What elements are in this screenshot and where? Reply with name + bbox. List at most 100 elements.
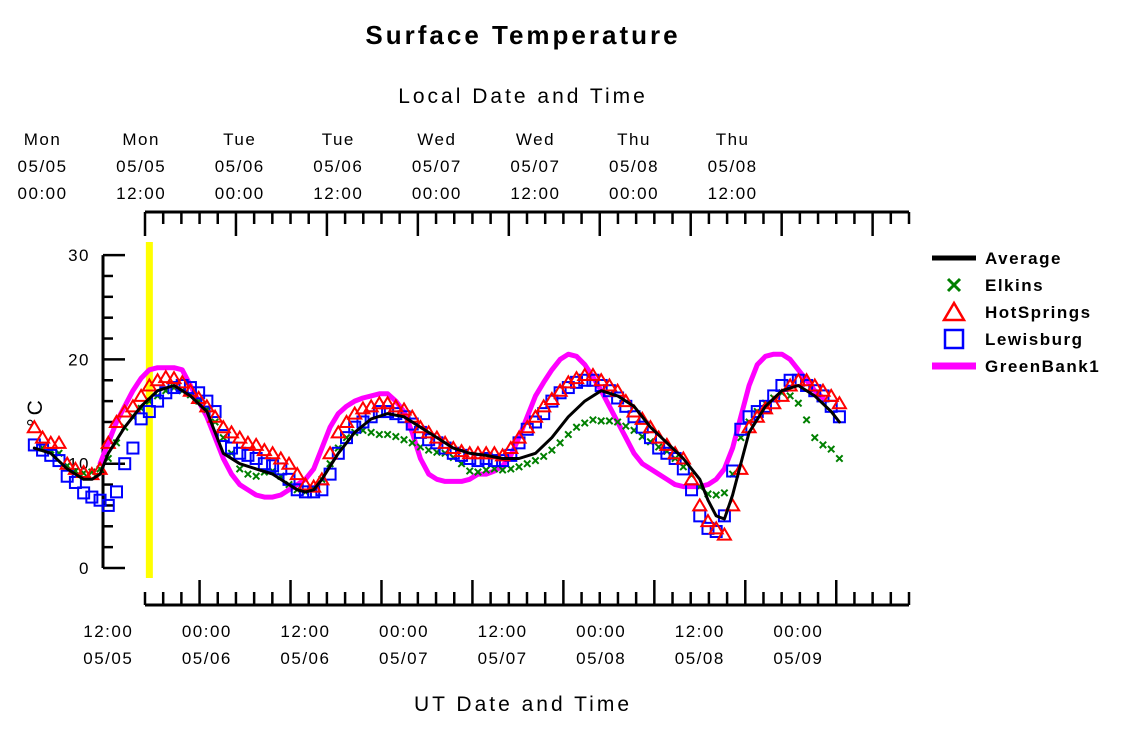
top-tick-date-label: 05/06: [215, 157, 265, 176]
series-elkins-point: [252, 472, 261, 481]
series-hotsprings-point: [165, 370, 183, 385]
series-hotsprings-point: [173, 374, 191, 389]
series-elkins-point: [465, 467, 474, 475]
top-tick-day-label: Tue: [223, 130, 256, 149]
bottom-tick-time-label: 12:00: [675, 622, 725, 641]
series-elkins-point: [383, 430, 392, 439]
series-elkins-point: [556, 438, 565, 447]
series-lewisburg-point: [734, 422, 748, 436]
series-hotsprings-point: [50, 434, 68, 449]
series-elkins-point: [827, 445, 836, 454]
series-hotsprings-point: [42, 434, 60, 449]
bottom-tick-time-label: 12:00: [280, 622, 330, 641]
series-lewisburg-point: [101, 498, 115, 512]
series-hotsprings-point: [100, 434, 117, 449]
top-tick-time-label: 00:00: [18, 184, 68, 203]
series-elkins-point: [572, 423, 581, 432]
series-lewisburg-point: [422, 433, 436, 447]
series-elkins-point: [786, 391, 795, 400]
series-elkins-point: [391, 432, 400, 441]
top-axis-title: Local Date and Time: [398, 85, 648, 108]
bottom-tick-time-label: 00:00: [182, 622, 232, 641]
series-hotsprings-point: [584, 367, 602, 382]
series-hotsprings-point: [477, 445, 495, 460]
series-hotsprings-point: [831, 395, 848, 410]
series-hotsprings-point: [551, 382, 569, 397]
series-hotsprings-point: [215, 419, 232, 434]
series-hotsprings-point: [330, 424, 347, 439]
series-lewisburg-point: [68, 475, 82, 489]
series-hotsprings-point: [683, 471, 700, 486]
legend-swatch-hotsprings: [941, 300, 967, 322]
bottom-tick-date-label: 05/07: [379, 649, 429, 668]
legend-swatch-lewisburg: [943, 328, 965, 350]
series-hotsprings-point: [231, 429, 248, 444]
series-lewisburg-point: [77, 486, 91, 500]
series-elkins-point: [597, 417, 606, 425]
series-hotsprings-point: [798, 372, 815, 387]
legend-swatch-elkins: [946, 277, 962, 293]
series-hotsprings-point: [642, 419, 659, 434]
series-hotsprings-point: [132, 387, 150, 402]
series-elkins-point: [367, 428, 376, 437]
series-hotsprings-point: [502, 440, 520, 455]
bottom-tick-time-label: 00:00: [379, 622, 429, 641]
series-hotsprings-point: [822, 387, 840, 402]
series-hotsprings-point: [338, 414, 355, 428]
bottom-tick-date-label: 05/06: [280, 649, 330, 668]
series-lewisburg-point: [118, 457, 132, 471]
series-lewisburg-point: [151, 394, 165, 408]
series-hotsprings-point: [34, 429, 51, 444]
top-tick-date-label: 05/06: [313, 157, 363, 176]
bottom-tick-date-label: 05/05: [83, 649, 133, 668]
top-tick-date-label: 05/07: [510, 157, 560, 176]
bottom-tick-time-label: 12:00: [478, 622, 528, 641]
series-lewisburg-point: [134, 412, 148, 426]
series-lewisburg-point: [192, 386, 206, 400]
y-axis-title: °C: [24, 397, 47, 427]
series-elkins-point: [539, 452, 548, 461]
series-lewisburg-point: [693, 509, 707, 523]
series-hotsprings-point: [494, 447, 511, 462]
top-tick-time-label: 12:00: [510, 184, 560, 203]
bottom-tick-time-label: 00:00: [773, 622, 823, 641]
top-tick-date-label: 05/08: [609, 157, 659, 176]
y-tick-label: 20: [68, 350, 90, 369]
y-tick-label: 0: [79, 559, 90, 578]
bottom-tick-date-label: 05/07: [478, 649, 528, 668]
series-lewisburg-point: [241, 448, 255, 462]
chart-title: Surface Temperature: [365, 20, 680, 50]
highlight-band: [145, 242, 153, 578]
series-hotsprings-point: [814, 382, 832, 397]
series-hotsprings-point: [371, 395, 388, 410]
top-tick-date-label: 05/07: [412, 157, 462, 176]
y-tick-label: 30: [68, 246, 90, 265]
series-elkins-point: [408, 438, 417, 447]
series-average-line: [32, 384, 841, 521]
series-hotsprings-point: [691, 497, 709, 512]
series-elkins-point: [235, 465, 244, 473]
series-elkins-point: [589, 415, 597, 424]
series-lewisburg-point: [233, 446, 247, 460]
series-elkins-point: [244, 470, 252, 479]
series-hotsprings-point: [732, 460, 750, 475]
series-lewisburg-point: [266, 459, 280, 473]
series-lewisburg-point: [200, 394, 214, 408]
bottom-tick-date-label: 05/06: [182, 649, 232, 668]
series-lewisburg-point: [142, 405, 156, 419]
top-tick-time-label: 00:00: [412, 184, 462, 203]
series-hotsprings-point: [223, 424, 240, 439]
series-lewisburg-point: [257, 457, 271, 471]
series-hotsprings-point: [206, 408, 224, 423]
series-lewisburg-point: [85, 490, 99, 504]
series-hotsprings-point: [157, 369, 175, 384]
series-elkins-point: [605, 417, 614, 425]
series-hotsprings-point: [280, 455, 298, 470]
series-hotsprings-point: [634, 410, 651, 425]
series-elkins-point: [621, 422, 630, 431]
top-tick-time-label: 12:00: [708, 184, 758, 203]
series-hotsprings-point: [518, 419, 536, 434]
x-axis-title: UT Date and Time: [414, 693, 632, 716]
top-tick-time-label: 00:00: [609, 184, 659, 203]
series-elkins-point: [794, 399, 803, 408]
